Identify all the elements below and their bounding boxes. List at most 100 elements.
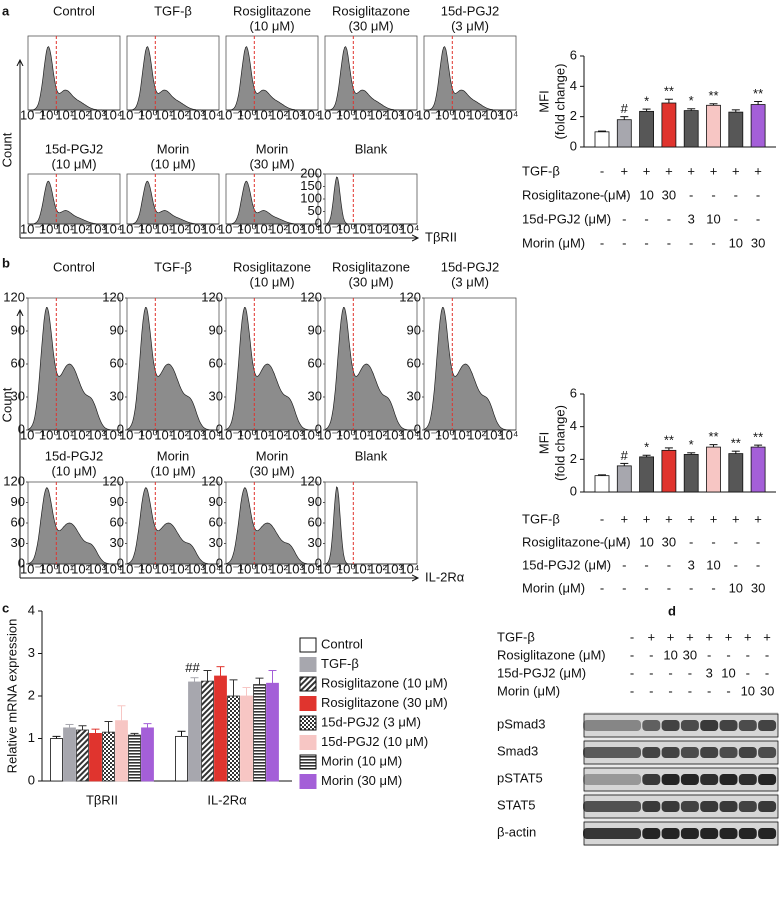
- x-tick-label: 10²: [368, 107, 387, 122]
- x-tick-label: 10¹: [55, 427, 74, 442]
- flow-title: Blank: [355, 141, 388, 156]
- x-tick-label: 10³: [186, 107, 205, 122]
- x-tick-label: 10⁰: [336, 107, 356, 122]
- condition-value: 30: [662, 534, 676, 549]
- blot-band: [661, 828, 680, 839]
- bar: [728, 111, 744, 148]
- x-tick-label: 10²: [368, 427, 387, 442]
- condition-label: Rosiglitazone (μM): [522, 187, 631, 202]
- condition-value: +: [621, 163, 629, 178]
- condition-value: -: [689, 235, 693, 250]
- condition-value: +: [754, 511, 762, 526]
- bar: [639, 110, 654, 148]
- x-tick-label: 10⁴: [498, 427, 518, 442]
- condition-value: -: [711, 534, 715, 549]
- y-axis-label: MFI: [536, 432, 551, 454]
- condition-value: -: [667, 211, 671, 226]
- condition-value: -: [630, 629, 634, 644]
- panel-label: a: [2, 3, 10, 18]
- condition-value: -: [756, 557, 760, 572]
- x-tick-label: 10⁰: [138, 561, 158, 576]
- y-tick-label: 30: [308, 388, 322, 403]
- y-tick-label: 120: [399, 289, 421, 304]
- blot-band: [583, 828, 641, 839]
- legend-swatch: [299, 715, 317, 731]
- condition-value: -: [726, 683, 730, 698]
- condition-label: 15d-PGJ2 (μM): [497, 665, 586, 680]
- x-tick-label: 10³: [186, 561, 205, 576]
- x-tick-label: 10³: [186, 427, 205, 442]
- x-tick-label: 10²: [170, 107, 189, 122]
- x-tick-label: 10⁴: [201, 427, 221, 442]
- significance: #: [621, 101, 629, 116]
- x-tick-label: 10¹: [352, 107, 371, 122]
- bar: [706, 446, 721, 493]
- x-tick-label: 10²: [368, 221, 387, 236]
- blot-band: [680, 747, 699, 758]
- y-tick-label: 120: [300, 289, 322, 304]
- y-tick-label: 0: [18, 421, 25, 436]
- x-tick-label: 10³: [483, 107, 502, 122]
- legend-swatch: [299, 657, 317, 672]
- x-tick-label: 10²: [467, 427, 486, 442]
- y-tick-label: 120: [3, 289, 25, 304]
- bar: [616, 465, 632, 493]
- y-tick-label: 1: [28, 730, 35, 745]
- flow-title: Rosiglitazone: [233, 259, 311, 274]
- histogram: [28, 46, 120, 111]
- x-tick-label: 10³: [384, 427, 403, 442]
- y-tick-label: 0: [28, 772, 35, 787]
- x-tick-label: 10⁴: [399, 107, 419, 122]
- condition-value: +: [667, 629, 675, 644]
- histogram: [126, 487, 219, 565]
- condition-label: Rosiglitazone (μM): [497, 647, 606, 662]
- y-tick-label: 6: [570, 385, 577, 400]
- condition-value: -: [689, 580, 693, 595]
- blot-band: [661, 801, 680, 812]
- x-tick-label: 10²: [71, 221, 90, 236]
- y-tick-label: 3: [28, 645, 35, 660]
- y-axis-label: Count: [0, 387, 14, 422]
- x-tick-label: 10⁻¹: [416, 427, 442, 442]
- condition-value: 3: [688, 557, 695, 572]
- condition-value: -: [600, 511, 604, 526]
- blot-band: [738, 828, 757, 839]
- flow-title: Morin: [256, 141, 289, 156]
- significance: *: [689, 437, 694, 452]
- blot-band: [719, 828, 738, 839]
- condition-value: 30: [662, 187, 676, 202]
- legend-swatch: [299, 696, 317, 711]
- y-tick-label: 0: [315, 215, 322, 230]
- condition-value: -: [600, 235, 604, 250]
- x-tick-label: 10⁰: [39, 107, 59, 122]
- condition-value: -: [600, 163, 604, 178]
- condition-value: -: [630, 683, 634, 698]
- blot-band: [680, 720, 699, 731]
- x-tick-label: 10³: [483, 427, 502, 442]
- condition-value: -: [644, 211, 648, 226]
- condition-value: -: [667, 557, 671, 572]
- condition-value: -: [622, 187, 626, 202]
- x-tick-label: 10⁴: [399, 221, 419, 236]
- condition-value: 30: [760, 683, 774, 698]
- condition-label: TGF-β: [522, 511, 560, 526]
- condition-value: 10: [729, 580, 743, 595]
- x-tick-label: 10⁴: [300, 221, 320, 236]
- x-tick-label: 10²: [170, 221, 189, 236]
- blot-band: [738, 747, 757, 758]
- blot-band: [583, 801, 641, 812]
- x-tick-label: 10²: [170, 561, 189, 576]
- flow-title: 15d-PGJ2: [441, 3, 500, 18]
- y-tick-label: 60: [11, 355, 25, 370]
- x-tick-label: 10³: [285, 107, 304, 122]
- y-tick-label: 120: [300, 473, 322, 488]
- x-tick-label: 10¹: [253, 107, 272, 122]
- flow-title: (3 μM): [451, 274, 489, 289]
- bar: [639, 456, 654, 493]
- blot-band: [680, 801, 699, 812]
- condition-value: 30: [751, 235, 765, 250]
- histogram: [225, 487, 318, 565]
- condition-value: -: [649, 647, 653, 662]
- x-tick-label: 10¹: [154, 107, 173, 122]
- x-tick-label: 10⁻¹: [119, 561, 145, 576]
